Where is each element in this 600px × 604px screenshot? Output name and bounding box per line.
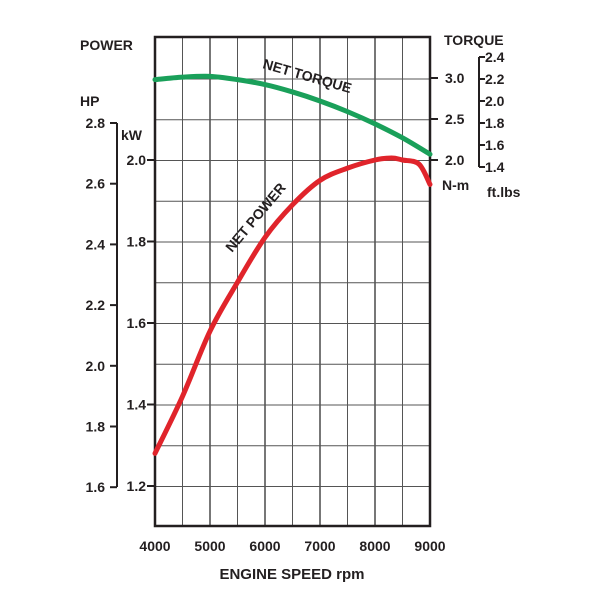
ftlbs-tick-label: 2.0 xyxy=(485,93,505,109)
x-axis-label: ENGINE SPEED rpm xyxy=(219,566,364,583)
ftlbs-tick-label: 1.4 xyxy=(485,159,505,175)
hp-tick-label: 1.6 xyxy=(86,479,106,495)
hp-tick-label: 2.8 xyxy=(86,115,106,131)
ftlbs-tick-label: 2.2 xyxy=(485,71,505,87)
x-tick-label: 5000 xyxy=(194,538,225,554)
ftlbs-tick-label: 2.4 xyxy=(485,49,505,65)
kw-tick-label: 1.8 xyxy=(127,234,147,250)
kw-tick-label: 2.0 xyxy=(127,152,147,168)
hp-tick-label: 2.2 xyxy=(86,297,106,313)
nm-label: N-m xyxy=(442,177,469,193)
kw-label: kW xyxy=(121,127,143,143)
nm-tick-label: 3.0 xyxy=(445,70,465,86)
net-power-line xyxy=(152,155,433,456)
x-tick-label: 8000 xyxy=(359,538,390,554)
plot-frame xyxy=(153,35,432,528)
x-tick-label: 9000 xyxy=(414,538,445,554)
net-torque-line xyxy=(152,73,433,157)
x-tick-label: 6000 xyxy=(249,538,280,554)
x-tick-label: 4000 xyxy=(139,538,170,554)
hp-tick-label: 2.4 xyxy=(86,236,106,252)
power-title: POWER xyxy=(80,37,133,53)
ftlbs-tick-label: 1.8 xyxy=(485,115,505,131)
hp-label: HP xyxy=(80,93,99,109)
hp-tick-label: 2.0 xyxy=(86,358,106,374)
kw-tick-label: 1.4 xyxy=(127,397,147,413)
hp-tick-label: 1.8 xyxy=(86,419,106,435)
net-torque-annotation: NET TORQUE xyxy=(261,56,353,97)
x-tick-label: 7000 xyxy=(304,538,335,554)
ftlbs-label: ft.lbs xyxy=(487,184,521,200)
ftlbs-tick-label: 1.6 xyxy=(485,137,505,153)
nm-tick-label: 2.5 xyxy=(445,111,465,127)
hp-tick-label: 2.6 xyxy=(86,176,106,192)
kw-tick-label: 1.6 xyxy=(127,315,147,331)
torque-title: TORQUE xyxy=(444,32,504,48)
nm-tick-label: 2.0 xyxy=(445,152,465,168)
kw-tick-label: 1.2 xyxy=(127,478,147,494)
